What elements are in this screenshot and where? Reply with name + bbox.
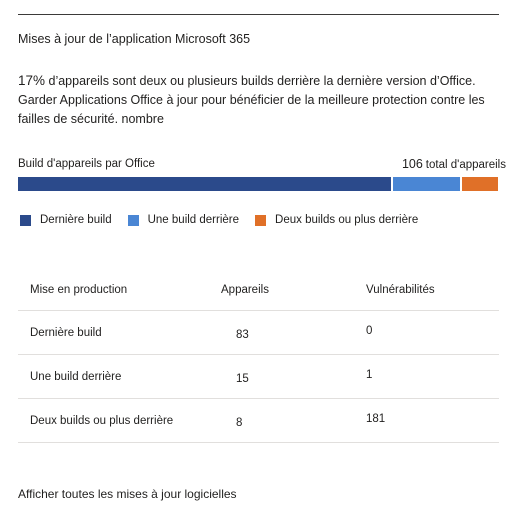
legend-swatch-one-behind	[127, 214, 139, 226]
legend: Dernière build Une build derrière Deux b…	[20, 214, 434, 226]
table-row[interactable]: Dernière build 83 0	[18, 311, 499, 355]
stacked-bar	[18, 177, 498, 191]
legend-item-two-plus-behind: Deux builds ou plus derrière	[255, 214, 418, 226]
summary-percentage: 17%	[18, 73, 46, 88]
row-vulnerabilities-count: 0	[366, 325, 373, 337]
row-release-name: Dernière build	[30, 327, 102, 339]
legend-item-one-behind: Une build derrière	[127, 214, 240, 226]
legend-item-latest: Dernière build	[20, 214, 112, 226]
bar-total: 106 total d'appareils	[402, 157, 506, 171]
row-release-name: Une build derrière	[30, 371, 122, 383]
bar-segment-one-behind[interactable]	[392, 177, 461, 191]
legend-swatch-two-plus-behind	[255, 214, 267, 226]
top-divider	[18, 14, 499, 15]
column-header-release[interactable]: Mise en production	[30, 284, 128, 296]
legend-label-latest: Dernière build	[40, 214, 112, 226]
bar-segment-two-plus-behind[interactable]	[462, 177, 498, 191]
card-title: Mises à jour de l’application Microsoft …	[18, 32, 251, 46]
summary-description: d’appareils sont deux ou plusieurs build…	[18, 74, 485, 126]
total-devices-count: 106	[401, 157, 423, 171]
summary-text: 17% d’appareils sont deux ou plusieurs b…	[18, 71, 508, 129]
row-devices-count: 8	[236, 417, 243, 429]
row-release-name: Deux builds ou plus derrière	[30, 415, 174, 427]
legend-label-one-behind: Une build derrière	[147, 214, 240, 226]
table-row[interactable]: Deux builds ou plus derrière 8 181	[18, 399, 499, 443]
view-all-updates-link[interactable]: Afficher toutes les mises à jour logicie…	[18, 487, 237, 501]
column-header-vulnerabilities[interactable]: Vulnérabilités	[366, 284, 435, 296]
builds-table: Mise en production Appareils Vulnérabili…	[18, 268, 499, 443]
bar-segment-latest[interactable]	[18, 177, 391, 191]
table-row[interactable]: Une build derrière 15 1	[18, 355, 499, 399]
total-devices-label: total d'appareils	[425, 159, 506, 171]
table-header-row: Mise en production Appareils Vulnérabili…	[18, 268, 499, 311]
legend-label-two-plus-behind: Deux builds ou plus derrière	[275, 214, 419, 226]
row-devices-count: 15	[236, 373, 249, 385]
legend-swatch-latest	[20, 214, 31, 226]
row-devices-count: 83	[236, 329, 249, 341]
column-header-devices[interactable]: Appareils	[221, 284, 269, 296]
bar-chart-label: Build d'appareils par Office	[18, 158, 155, 170]
row-vulnerabilities-count: 181	[366, 413, 386, 425]
row-vulnerabilities-count: 1	[366, 369, 373, 381]
